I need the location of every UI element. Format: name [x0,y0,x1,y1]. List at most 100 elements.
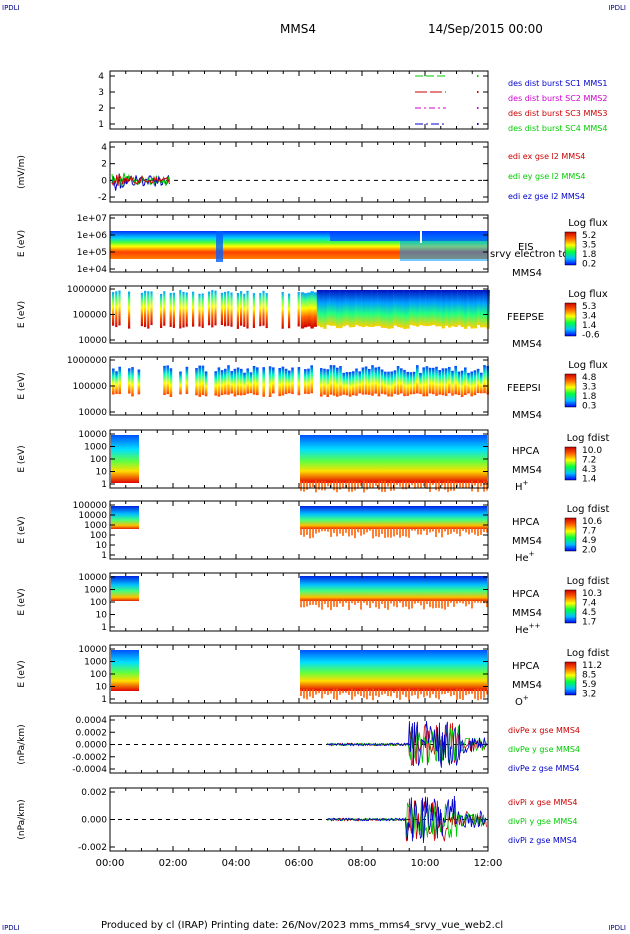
eis-dropout [216,231,223,262]
hpca-ragged-edge [420,481,422,488]
hpca-ragged-edge [387,482,389,487]
hpca-ragged-edge [351,600,353,604]
spectro-column [390,290,394,329]
hpca-ragged-edge [399,482,401,487]
hpca-ragged-edge [459,481,461,488]
spectro-column [425,290,429,327]
hpca-ragged-edge [402,481,404,490]
spectro-column [115,371,118,394]
y-tick-label-hpca-he: 100000 [73,501,108,511]
y-axis-label-hpca-he2: E (eV) [17,588,27,615]
hpca-ragged-edge [402,527,404,537]
spectro-column [425,366,429,397]
spectro-column [428,290,433,326]
spectro-column [236,292,239,329]
hpca-ragged-edge [330,527,332,537]
y-tick-label-divpe: -0.0004 [72,765,107,775]
spectro-column [406,371,409,396]
spectro-column [438,370,441,395]
spectro-column [336,290,340,329]
spectro-column [240,291,243,326]
y-tick-label-hpca-he: 1000 [84,521,107,531]
spectro-column [310,365,313,394]
hpca-instrument-label-hpca-he2: HPCA [512,589,540,600]
spectro-column [214,290,217,326]
colorbar-tick-label-feepsi: 3.3 [582,383,596,393]
eis-highflux-band [330,231,488,241]
time-axis-label: 02:00 [159,858,188,869]
spectro-column [246,290,249,329]
spectro-column [224,368,227,395]
hpca-ragged-edge [387,689,389,697]
hpca-ragged-edge [426,527,428,535]
hpca-ragged-edge [432,690,434,695]
hpca-ragged-edge [348,480,350,492]
y-tick-label-hpca-he: 100 [90,531,107,541]
hpca-ragged-edge [435,527,437,537]
hpca-ragged-edge [405,689,407,698]
spectro-column [448,367,451,394]
corner-label-top-right: IPDLI [608,4,626,12]
spectro-column [470,371,473,397]
spectro-column [179,371,182,395]
spectro-column [374,290,378,327]
hpca-spacecraft-label-hpca-h: MMS4 [512,465,542,476]
hpca-ragged-edge [375,689,377,696]
spectro-column [272,367,275,394]
hpca-ragged-edge [321,528,323,532]
spectro-column [252,365,256,395]
hpca-ragged-edge [327,482,329,487]
hpca-ragged-edge [312,526,314,538]
hpca-ragged-edge [366,599,368,606]
colorbar-title-feepse: Log flux [568,289,608,300]
hpca-instrument-label-hpca-he: HPCA [512,517,540,528]
hpca-ragged-edge [381,600,383,604]
hpca-instrument-label-hpca-o: HPCA [512,661,540,672]
spectro-column [348,290,353,328]
spectro-column [396,290,401,328]
spectro-column [137,369,141,395]
spectrogram-feepsi [112,365,489,397]
hpca-ragged-edge [363,689,365,698]
hpca-early-block-hpca-he2 [111,576,139,601]
colorbar-tick-label-feepse: 5.3 [582,302,596,312]
spectro-column [358,290,362,327]
spectro-column [473,290,477,329]
hpca-ragged-edge [321,689,323,699]
footer-credit: Produced by cl (IRAP) Printing date: 26/… [101,920,504,931]
spectro-column [441,290,445,329]
hpca-late-block-hpca-o [300,650,487,691]
hpca-ragged-edge [477,480,479,492]
spectro-column [416,365,419,394]
spectro-column [387,290,391,329]
hpca-ragged-edge [477,600,479,603]
hpca-ragged-edge [330,598,332,611]
spectro-column [364,290,369,327]
hpca-ragged-edge [432,528,434,532]
hpca-ragged-edge [453,599,455,607]
hpca-ragged-edge [384,599,386,609]
hpca-ragged-edge [303,480,305,492]
hpca-ragged-edge [483,480,485,492]
spectro-column [438,290,442,327]
spectro-column [464,367,467,396]
y-tick-label-eis: 1e+05 [77,248,107,258]
y-axis-label-hpca-o: E (eV) [17,660,27,687]
hpca-ragged-edge [309,526,311,539]
spectro-column [169,292,172,327]
hpca-ragged-edge [396,599,398,608]
hpca-ragged-edge [456,527,458,534]
spectro-column [342,372,345,395]
hpca-ragged-edge [321,598,323,610]
spectro-column [371,365,374,396]
colorbar-tick-label-hpca-o: 11.2 [582,661,602,671]
colorbar-title-hpca-h: Log fdist [567,433,610,444]
hpca-ragged-edge [414,528,416,531]
spectro-column [185,366,189,394]
hpca-ragged-edge [363,600,365,603]
colorbar-feepsi [564,373,577,408]
hpca-ragged-edge [483,528,485,533]
hpca-ragged-edge [324,600,326,604]
hpca-ragged-edge [477,688,479,701]
spectro-column [342,290,346,327]
